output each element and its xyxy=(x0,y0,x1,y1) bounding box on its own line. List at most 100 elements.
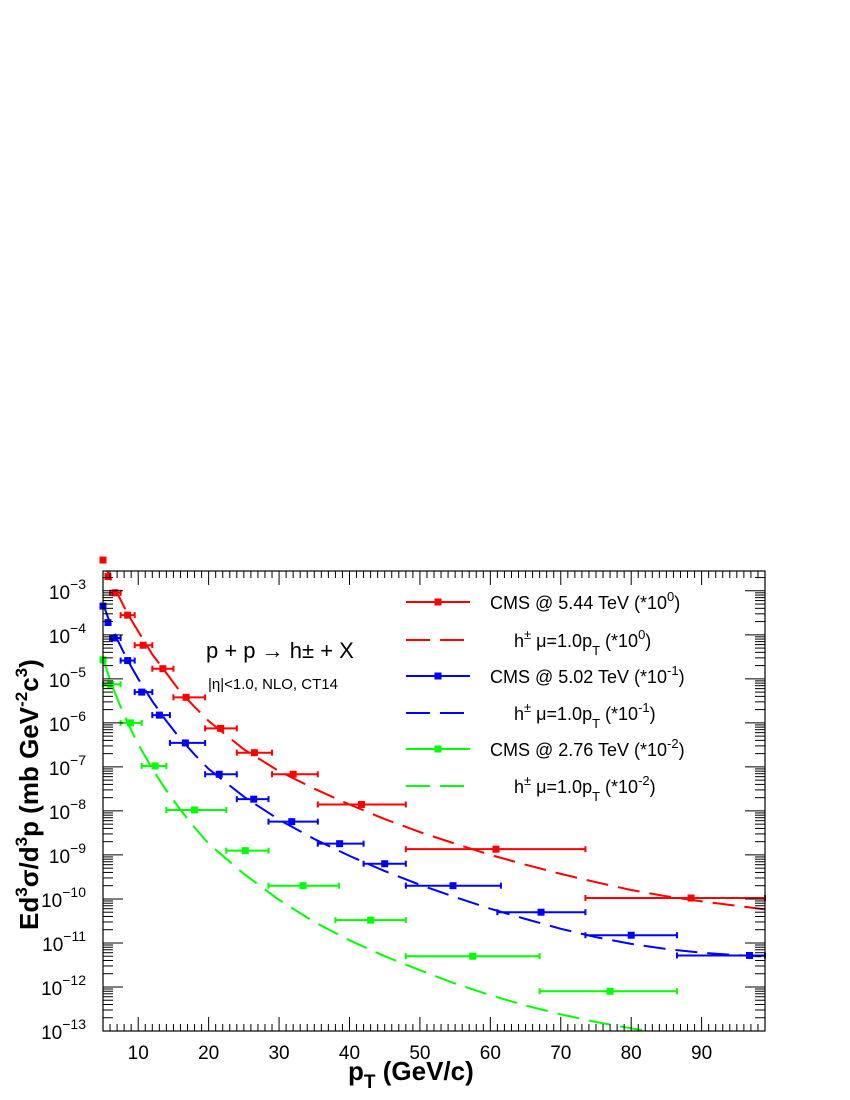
x-axis-title-subscript: T xyxy=(364,1072,376,1093)
data-point xyxy=(151,665,175,673)
x-tick-label: 70 xyxy=(550,1043,571,1064)
legend-entry: CMS @ 5.02 TeV (*10-1) xyxy=(406,663,685,687)
data-marker xyxy=(336,840,344,848)
y-tick-label: 10−13 xyxy=(41,1016,86,1044)
data-marker xyxy=(606,987,614,995)
y-axis-title: Ed3σ/d3p (mb GeV-2c3) xyxy=(12,659,44,930)
legend-entry: h± μ=1.0pT (*10-1) xyxy=(406,700,656,731)
x-tick-label: 40 xyxy=(339,1043,360,1064)
data-marker xyxy=(217,724,225,732)
data-point xyxy=(140,762,168,770)
data-marker xyxy=(687,894,695,902)
legend-label: CMS @ 5.44 TeV (*100) xyxy=(490,589,680,613)
data-point xyxy=(204,724,238,732)
y-axis-title-part: Ed xyxy=(14,897,44,930)
theory-curve-5 xyxy=(103,657,654,1031)
data-marker xyxy=(250,749,258,757)
legend-label: CMS @ 5.02 TeV (*10-1) xyxy=(490,663,685,687)
y-tick-label: 10−9 xyxy=(49,840,86,868)
data-marker xyxy=(139,641,147,649)
data-point xyxy=(271,770,319,778)
y-axis-title-superscript: -2 xyxy=(12,692,31,707)
legend-label: h± μ=1.0pT (*10-2) xyxy=(514,773,656,804)
theory-curve-1 xyxy=(106,571,765,911)
data-point xyxy=(133,688,154,696)
data-point xyxy=(119,611,136,619)
data-point xyxy=(362,860,407,868)
y-axis-title-superscript: 3 xyxy=(12,837,31,846)
x-tick-label: 30 xyxy=(268,1043,289,1064)
data-marker xyxy=(469,952,477,960)
data-point xyxy=(404,952,541,960)
data-point xyxy=(168,739,207,747)
x-axis-title-units: (GeV/c) xyxy=(376,1056,474,1086)
y-axis-title-part: c xyxy=(14,677,44,691)
data-points xyxy=(99,556,766,995)
y-axis: 10−13 10−12 10−11 10−10 10−9 10−8 10−7 10−6 10−5… xyxy=(41,576,765,1044)
y-tick-label: 10−7 xyxy=(49,752,86,780)
data-marker xyxy=(627,931,635,939)
data-marker xyxy=(159,665,167,673)
annotation-cuts: |η|<1.0, NLO, CT14 xyxy=(208,676,338,693)
legend-entry: h± μ=1.0pT (*10-2) xyxy=(406,773,656,804)
data-marker xyxy=(299,882,307,890)
data-marker xyxy=(104,619,112,627)
data-marker xyxy=(124,657,132,665)
data-marker xyxy=(357,800,365,808)
y-axis-title-superscript: 3 xyxy=(12,668,31,677)
legend-marker xyxy=(434,745,442,753)
legend-marker xyxy=(434,672,442,680)
reaction-annotation: p + p → h± + X |η|<1.0, NLO, CT14 xyxy=(206,638,354,693)
data-point xyxy=(172,693,207,701)
legend-entry: h± μ=1.0pT (*100) xyxy=(406,627,651,658)
data-point xyxy=(235,795,270,803)
y-tick-label: 10−3 xyxy=(49,576,86,604)
legend-label: h± μ=1.0pT (*10-1) xyxy=(514,700,656,731)
data-marker xyxy=(191,806,199,814)
legend-marker xyxy=(434,598,442,606)
data-point xyxy=(316,800,407,808)
data-marker xyxy=(215,770,223,778)
legend-entry: CMS @ 2.76 TeV (*10-2) xyxy=(406,736,685,760)
y-tick-label: 10−11 xyxy=(42,928,86,956)
data-point xyxy=(165,806,228,814)
data-point xyxy=(538,987,678,995)
data-marker xyxy=(367,916,375,924)
x-tick-label: 90 xyxy=(691,1043,712,1064)
data-point xyxy=(104,619,112,627)
data-point xyxy=(204,770,238,778)
data-point xyxy=(496,908,587,916)
data-marker xyxy=(124,611,132,619)
x-axis: 10 20 30 40 50 60 70 80 90 xyxy=(102,571,766,1064)
model-curves xyxy=(103,571,765,1031)
data-point xyxy=(316,840,365,848)
legend: CMS @ 5.44 TeV (*100) h± μ=1.0pT (*100) CM… xyxy=(406,589,685,804)
x-axis-title: pT (GeV/c) xyxy=(348,1056,474,1093)
x-tick-label: 50 xyxy=(409,1043,430,1064)
data-point xyxy=(267,882,340,890)
data-point xyxy=(404,882,502,890)
y-axis-title-part: p (mb GeV xyxy=(14,706,44,837)
data-marker xyxy=(110,634,118,642)
y-tick-label: 10−5 xyxy=(49,664,86,692)
data-marker xyxy=(250,795,258,803)
data-marker xyxy=(126,719,134,727)
y-axis-title-part: ) xyxy=(14,659,44,668)
data-marker xyxy=(104,573,112,581)
x-tick-label: 80 xyxy=(621,1043,642,1064)
data-marker xyxy=(746,951,754,959)
y-tick-label: 10−4 xyxy=(49,620,86,648)
annotation-reaction: p + p → h± + X xyxy=(206,638,354,663)
y-tick-label: 10−8 xyxy=(49,796,86,824)
legend-entry: CMS @ 5.44 TeV (*100) xyxy=(406,589,680,613)
data-marker xyxy=(107,680,115,688)
data-marker xyxy=(381,860,389,868)
data-point xyxy=(151,711,171,719)
x-tick-label: 10 xyxy=(128,1043,149,1064)
data-point xyxy=(235,749,274,757)
legend-label: CMS @ 2.76 TeV (*10-2) xyxy=(490,736,685,760)
y-axis-title-superscript: 3 xyxy=(12,887,31,896)
theory-curve-3 xyxy=(103,603,765,958)
